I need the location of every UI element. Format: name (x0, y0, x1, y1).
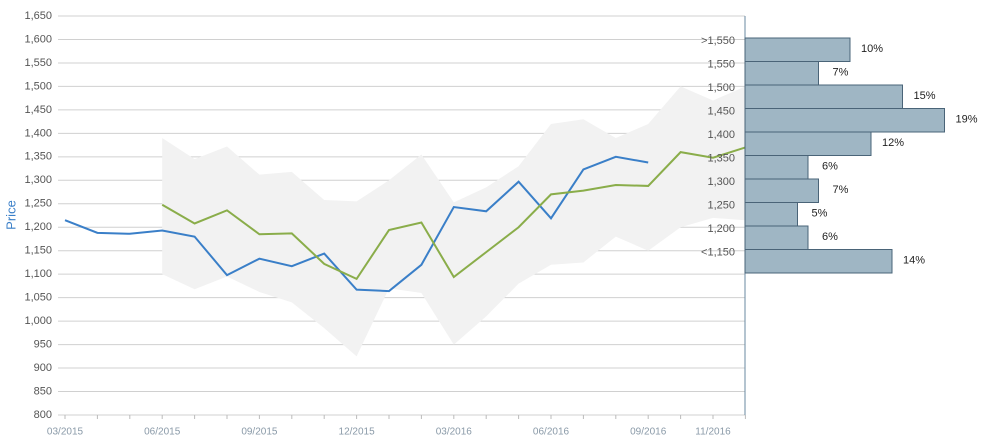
y-tick-label: 800 (34, 409, 52, 421)
histogram-bar (744, 61, 819, 86)
value-label: 7% (833, 184, 849, 196)
bar-label: 1,250 (707, 199, 735, 211)
y-axis-label: Price (3, 200, 18, 230)
y-tick-label: 1,550 (24, 57, 52, 69)
histogram-bar (744, 178, 819, 203)
y-tick-label: 1,600 (24, 33, 52, 45)
y-tick-label: 1,150 (24, 245, 52, 257)
histogram-bar (744, 108, 945, 133)
value-label: 12% (882, 137, 904, 149)
bar-label: 1,200 (707, 223, 735, 235)
value-label: 14% (903, 254, 925, 266)
value-label: 5% (812, 207, 828, 219)
x-tick-label: 11/2016 (695, 427, 731, 438)
price-line (64, 155, 649, 293)
value-label: 19% (955, 113, 977, 125)
y-tick-label: 950 (34, 338, 52, 350)
y-tick-label: 1,100 (24, 268, 52, 280)
bar-label: 1,350 (707, 152, 735, 164)
y-tick-label: 1,250 (24, 198, 52, 210)
value-label: 6% (822, 160, 838, 172)
y-tick-label: 1,050 (24, 292, 52, 304)
x-tick-label: 06/2016 (533, 427, 570, 438)
bar-label: 1,500 (707, 82, 735, 94)
x-tick-label: 03/2016 (436, 427, 473, 438)
y-tick-label: 1,300 (24, 174, 52, 186)
x-tick-label: 09/2015 (241, 427, 278, 438)
bar-label: 1,550 (707, 58, 735, 70)
histogram-bar (744, 37, 851, 62)
range-band (162, 86, 746, 357)
histogram-bar (744, 131, 872, 156)
y-tick-label: 1,000 (24, 315, 52, 327)
y-tick-label: 850 (34, 385, 52, 397)
histogram-bar (744, 84, 903, 109)
histogram-bar (744, 155, 809, 180)
y-tick-label: 1,450 (24, 104, 52, 116)
value-label: 10% (861, 43, 883, 55)
y-tick-label: 1,650 (24, 10, 52, 22)
bar-label: 1,400 (707, 129, 735, 141)
value-label: 15% (913, 90, 935, 102)
histogram-bar (744, 249, 893, 274)
y-tick-label: 1,200 (24, 221, 52, 233)
x-tick-label: 12/2015 (339, 427, 376, 438)
value-label: 6% (822, 231, 838, 243)
y-tick-label: 1,400 (24, 127, 52, 139)
y-tick-label: 1,350 (24, 151, 52, 163)
y-tick-label: 1,500 (24, 80, 52, 92)
histogram-bar (744, 225, 809, 250)
x-tick-label: 03/2015 (47, 427, 84, 438)
x-tick-label: 09/2016 (630, 427, 667, 438)
bar-label: >1,550 (701, 35, 735, 47)
x-tick-label: 06/2015 (144, 427, 181, 438)
bar-label: 1,300 (707, 176, 735, 188)
bar-label: 1,450 (707, 105, 735, 117)
histogram-bar (744, 202, 798, 227)
y-tick-label: 900 (34, 362, 52, 374)
bar-label: <1,150 (701, 246, 735, 258)
price-line (161, 146, 746, 281)
value-label: 7% (833, 66, 849, 78)
